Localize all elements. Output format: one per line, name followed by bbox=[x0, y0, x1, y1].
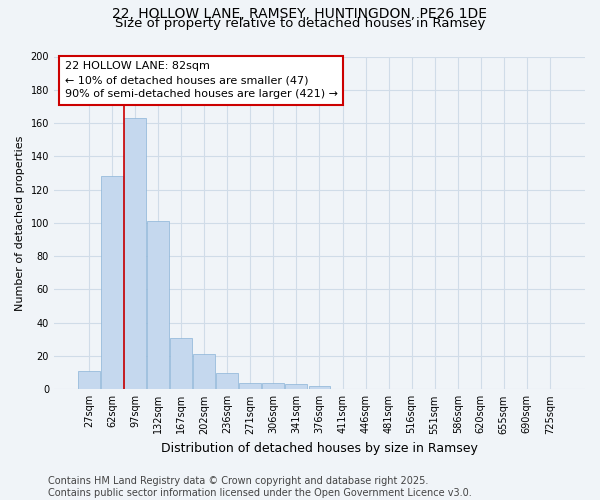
Bar bbox=[147, 221, 169, 390]
Bar bbox=[101, 176, 123, 390]
Bar bbox=[286, 384, 307, 390]
Bar bbox=[78, 371, 100, 390]
Text: Size of property relative to detached houses in Ramsey: Size of property relative to detached ho… bbox=[115, 18, 485, 30]
Text: Contains HM Land Registry data © Crown copyright and database right 2025.
Contai: Contains HM Land Registry data © Crown c… bbox=[48, 476, 472, 498]
Text: 22 HOLLOW LANE: 82sqm
← 10% of detached houses are smaller (47)
90% of semi-deta: 22 HOLLOW LANE: 82sqm ← 10% of detached … bbox=[65, 62, 338, 100]
X-axis label: Distribution of detached houses by size in Ramsey: Distribution of detached houses by size … bbox=[161, 442, 478, 455]
Bar bbox=[308, 386, 331, 390]
Bar bbox=[217, 372, 238, 390]
Bar bbox=[239, 382, 261, 390]
Text: 22, HOLLOW LANE, RAMSEY, HUNTINGDON, PE26 1DE: 22, HOLLOW LANE, RAMSEY, HUNTINGDON, PE2… bbox=[113, 8, 487, 22]
Bar bbox=[193, 354, 215, 390]
Bar bbox=[124, 118, 146, 390]
Bar bbox=[262, 382, 284, 390]
Bar bbox=[170, 338, 192, 390]
Y-axis label: Number of detached properties: Number of detached properties bbox=[15, 135, 25, 310]
